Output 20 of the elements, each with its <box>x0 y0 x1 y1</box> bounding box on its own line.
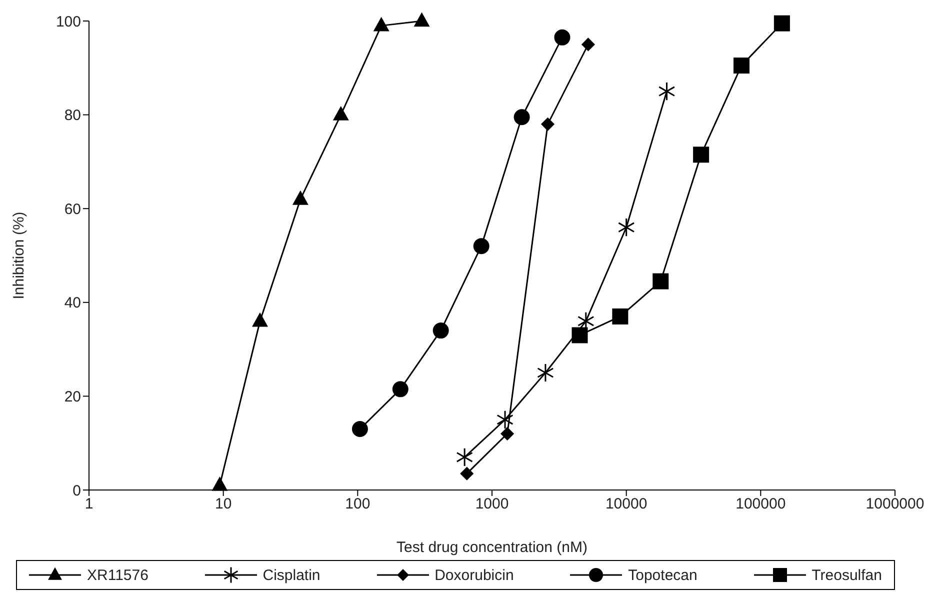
y-tick-label: 0 <box>72 482 81 500</box>
x-tick-label: 1000 <box>475 496 509 513</box>
legend-label: Topotecan <box>628 566 698 584</box>
y-tick-label: 100 <box>56 13 81 30</box>
y-axis-title: Inhibition (%) <box>10 212 28 300</box>
x-tick-label: 100000 <box>736 496 786 513</box>
y-tick-label: 40 <box>64 294 81 312</box>
y-tick-label: 20 <box>64 388 81 406</box>
x-tick-label: 10000 <box>605 496 648 513</box>
legend-label: Treosulfan <box>812 566 882 584</box>
x-tick-label: 1 <box>84 496 94 513</box>
legend-label: Doxorubicin <box>434 566 514 584</box>
y-tick-label: 60 <box>64 200 81 218</box>
x-axis-title: Test drug concentration (nM) <box>396 539 588 556</box>
x-tick-label: 100 <box>345 496 370 513</box>
legend-label: XR11576 <box>87 566 148 584</box>
x-tick-label: 1000000 <box>866 496 924 513</box>
x-tick-label: 10 <box>214 496 232 513</box>
legend-label: Cisplatin <box>262 566 320 584</box>
y-tick-label: 80 <box>64 107 81 124</box>
